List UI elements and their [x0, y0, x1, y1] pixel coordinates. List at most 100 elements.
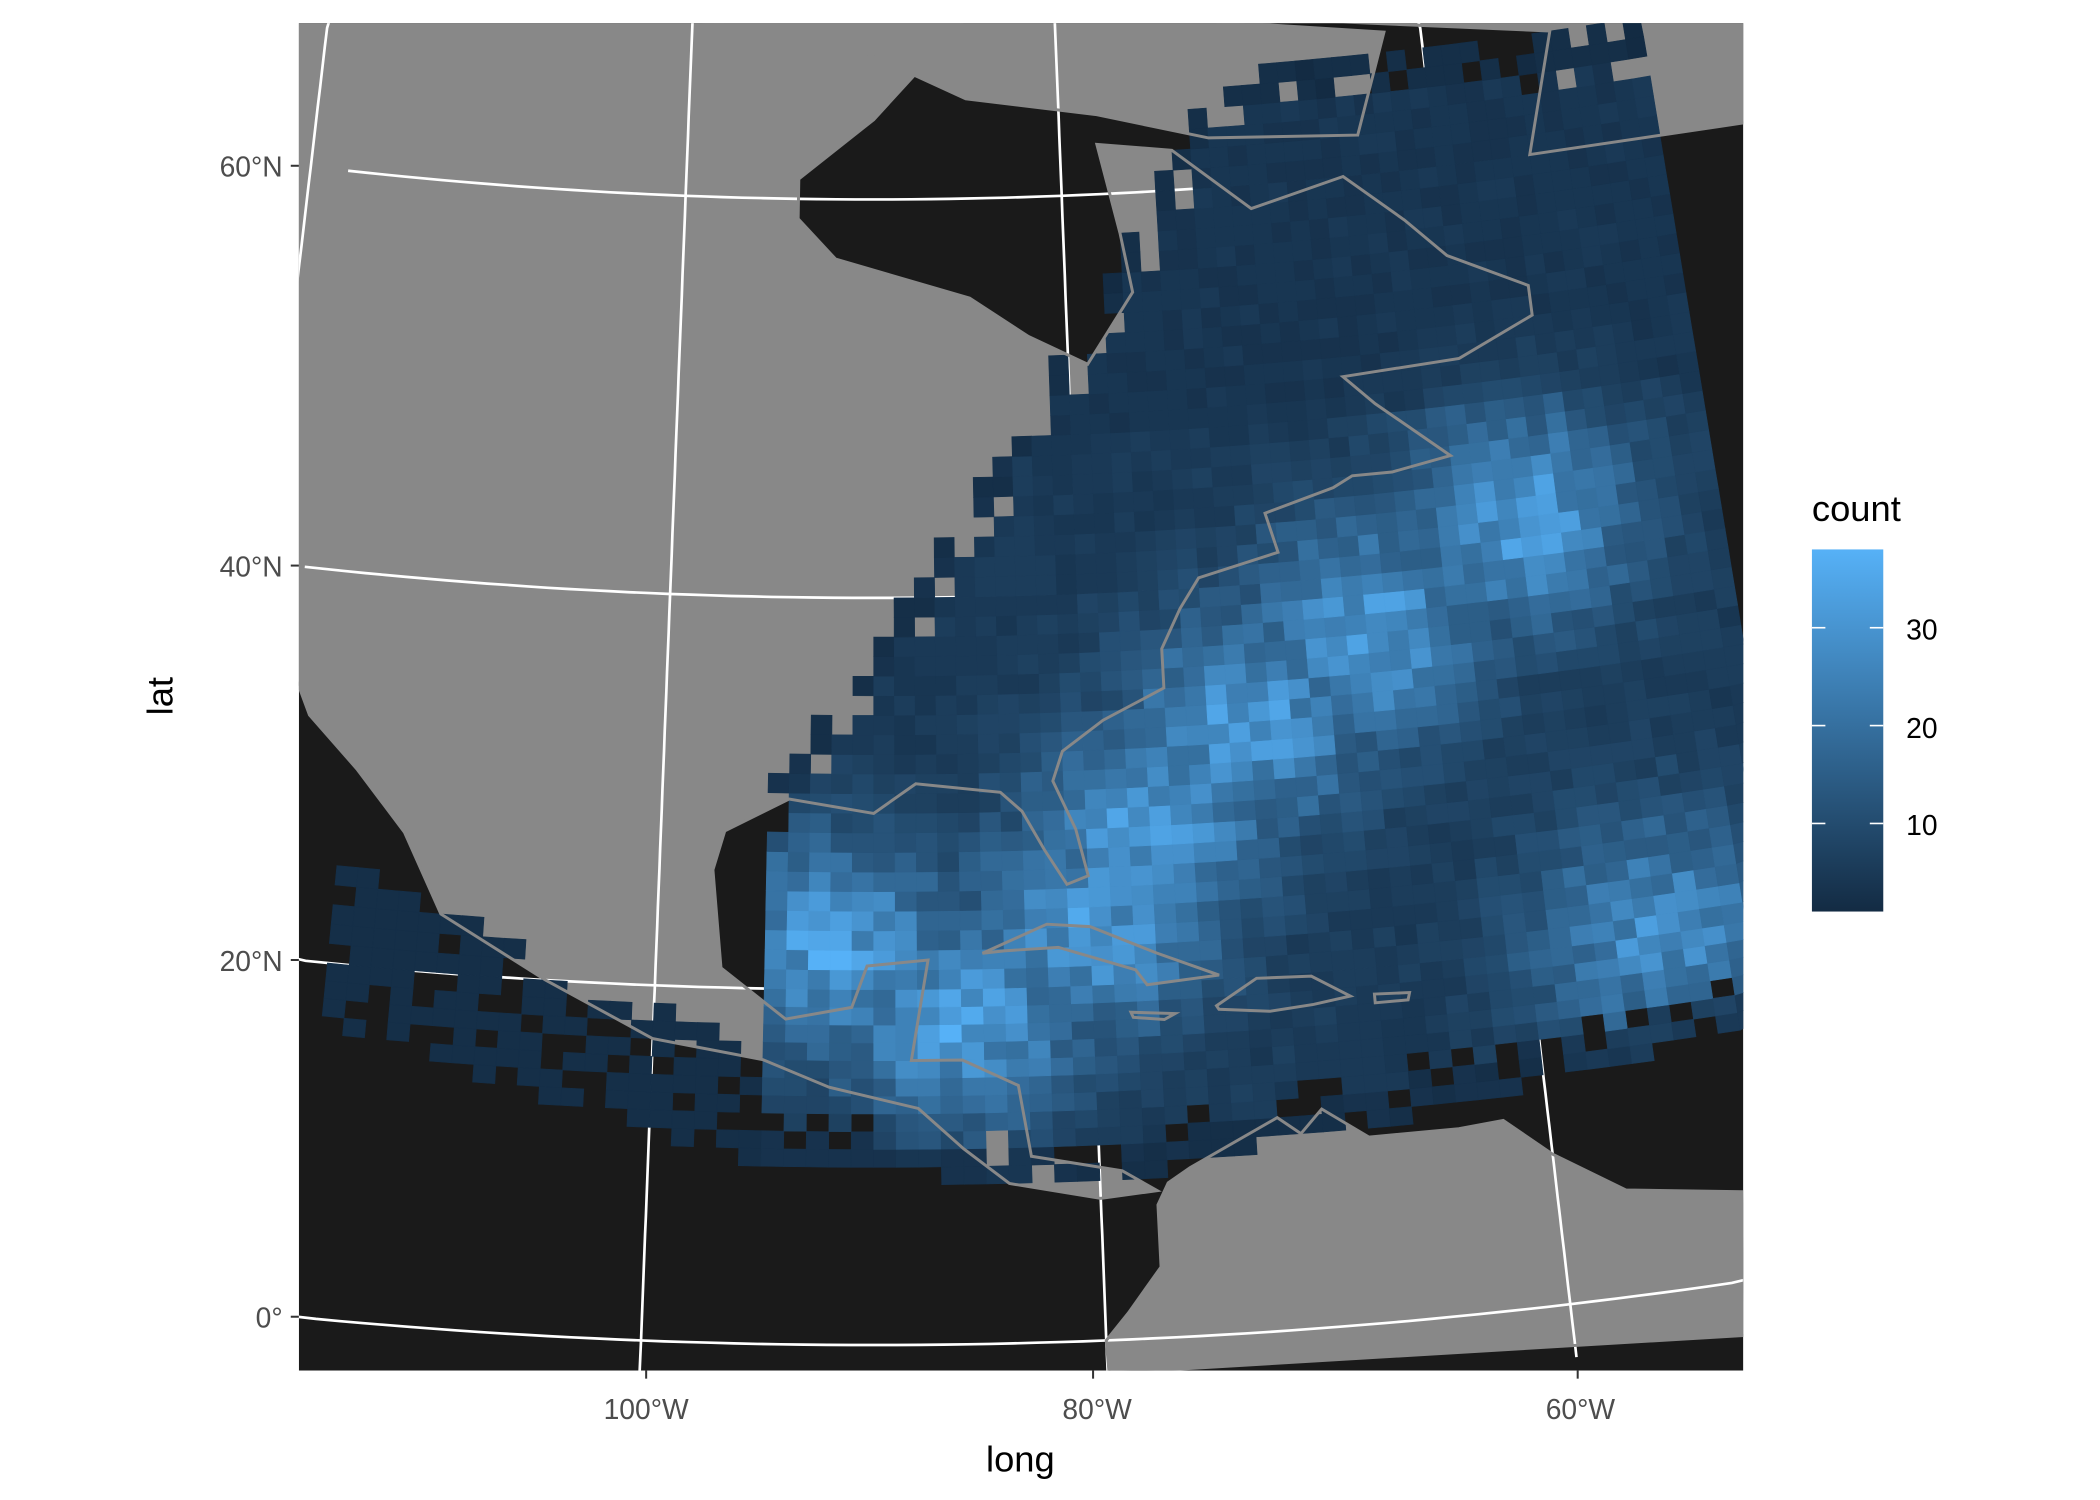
bin-tile — [1265, 954, 1290, 977]
bin-tile — [1321, 356, 1344, 379]
bin-tile — [1523, 554, 1547, 578]
bin-tile — [1229, 1083, 1254, 1104]
bin-tile — [1562, 247, 1585, 271]
bin-tile — [980, 889, 1004, 911]
bin-tile — [1534, 191, 1558, 215]
bin-tile — [994, 555, 1016, 577]
bin-tile — [1594, 781, 1619, 805]
bin-tile — [1262, 620, 1286, 643]
bin-tile — [1048, 354, 1069, 376]
bin-tile — [673, 1056, 697, 1076]
bin-tile — [1241, 916, 1265, 939]
bin-tile — [394, 929, 419, 952]
bin-tile — [1656, 353, 1680, 378]
bin-tile — [933, 537, 955, 558]
bin-tile — [1163, 686, 1186, 708]
bin-tile — [1525, 573, 1550, 597]
bin-tile — [517, 1049, 542, 1070]
bin-tile — [1367, 432, 1391, 455]
bin-tile — [1451, 462, 1475, 486]
bin-tile — [1481, 218, 1504, 242]
bin-tile — [1135, 550, 1158, 572]
bin-tile — [873, 1078, 897, 1097]
bin-tile — [1375, 728, 1400, 751]
bin-tile — [805, 1148, 829, 1168]
bin-tile — [1510, 615, 1534, 638]
bin-tile — [788, 773, 811, 794]
bin-tile — [1348, 434, 1371, 457]
bin-tile — [1301, 853, 1326, 876]
bin-tile — [1245, 661, 1268, 683]
bin-tile — [1417, 940, 1443, 964]
bin-tile — [389, 986, 414, 1007]
count-legend: count 30 20 10 — [1811, 488, 1938, 912]
bin-tile — [1246, 680, 1270, 703]
legend-label: 10 — [1906, 809, 1937, 841]
bin-tile — [1688, 980, 1714, 1002]
bin-tile — [1428, 1048, 1453, 1070]
bin-tile — [1223, 643, 1246, 665]
bin-tile — [1293, 259, 1315, 282]
bin-tile — [1374, 945, 1399, 968]
bin-tile — [1252, 1081, 1277, 1102]
bin-tile — [1013, 515, 1035, 537]
bin-tile — [1050, 434, 1073, 456]
bin-tile — [1270, 1027, 1295, 1047]
bin-tile — [957, 792, 980, 814]
bin-tile — [1319, 336, 1342, 359]
bin-tile — [788, 812, 811, 833]
bin-tile — [1634, 756, 1659, 780]
bin-tile — [1002, 889, 1025, 911]
bin-tile — [674, 1021, 698, 1041]
bin-tile — [1056, 593, 1079, 615]
bin-tile — [933, 557, 956, 578]
bin-tile — [1440, 42, 1462, 66]
bin-tile — [1210, 445, 1232, 468]
bin-tile — [807, 949, 831, 971]
bin-tile — [938, 910, 961, 931]
bin-tile — [1402, 1015, 1428, 1037]
bin-tile — [1424, 1013, 1450, 1034]
bin-tile — [375, 888, 400, 911]
bin-tile — [1629, 1042, 1655, 1064]
bin-tile — [1658, 494, 1682, 519]
bin-tile — [1361, 572, 1385, 595]
bin-tile — [1461, 381, 1485, 405]
bin-tile — [1641, 969, 1667, 991]
bin-tile — [1238, 877, 1263, 900]
bin-tile — [1276, 60, 1297, 83]
bin-tile — [1346, 213, 1369, 237]
bin-tile — [1111, 451, 1133, 474]
bin-tile — [830, 910, 853, 932]
bin-tile — [1152, 883, 1176, 905]
bin-tile — [1164, 348, 1186, 371]
bin-tile — [1717, 882, 1743, 906]
bin-tile — [648, 1109, 673, 1129]
bin-tile — [1563, 1051, 1588, 1073]
bin-tile — [1394, 128, 1416, 152]
bin-tile — [1093, 512, 1116, 534]
bin-tile — [895, 1078, 919, 1097]
bin-tile — [1457, 181, 1480, 205]
bin-tile — [1106, 352, 1128, 374]
bin-tile — [1586, 284, 1610, 308]
bin-tile — [1205, 683, 1228, 706]
bin-tile — [954, 596, 977, 618]
bin-tile — [409, 1005, 434, 1026]
bin-tile — [1616, 219, 1639, 243]
bin-tile — [829, 950, 853, 971]
bin-tile — [1562, 865, 1587, 889]
bin-tile — [1310, 237, 1333, 260]
bin-tile — [1431, 465, 1455, 488]
bin-tile — [1492, 1024, 1518, 1045]
bin-tile — [1604, 402, 1628, 426]
bin-tile — [1567, 427, 1591, 451]
bin-tile — [1325, 196, 1348, 219]
bin-tile — [1004, 987, 1028, 1007]
bin-tile — [1269, 441, 1292, 464]
bin-tile — [1349, 53, 1371, 76]
bin-tile — [1156, 209, 1178, 232]
bin-tile — [1727, 802, 1744, 826]
bin-tile — [1183, 1050, 1208, 1071]
bin-tile — [1598, 363, 1622, 387]
